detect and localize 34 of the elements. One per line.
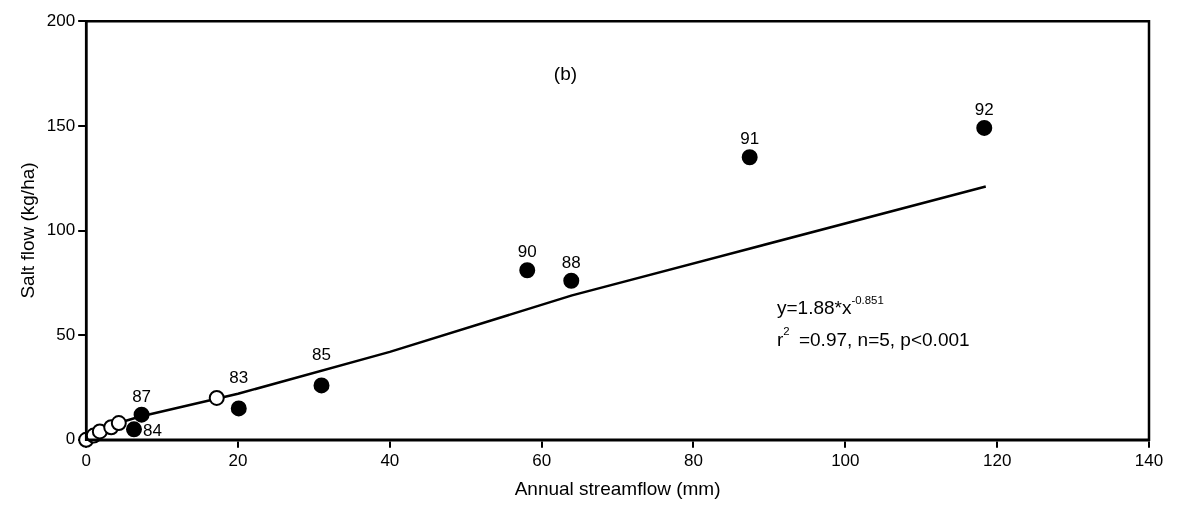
y-tick-label: 150 xyxy=(46,115,76,135)
y-tick-label: 50 xyxy=(56,324,76,344)
x-tick-label: 80 xyxy=(684,450,703,470)
x-tick-label: 140 xyxy=(1134,450,1164,470)
point xyxy=(133,406,150,423)
x-tick-label: 120 xyxy=(982,450,1012,470)
point xyxy=(563,272,580,289)
point xyxy=(208,389,225,406)
y-axis-title: Salt flow (kg/ha) xyxy=(16,162,38,299)
point xyxy=(519,262,536,279)
point xyxy=(110,415,127,432)
x-tick-label: 100 xyxy=(831,450,860,470)
annotation: 91 xyxy=(740,129,760,149)
y-tick-label: 0 xyxy=(65,429,76,449)
point xyxy=(125,421,142,438)
x-tick-label: 40 xyxy=(380,450,400,470)
annotation: 83 xyxy=(229,367,249,387)
point xyxy=(313,377,330,394)
point xyxy=(741,149,758,166)
annotation: (b) xyxy=(553,62,578,84)
y-tick-label: 100 xyxy=(46,220,76,240)
x-tick-label: 60 xyxy=(532,450,552,470)
point xyxy=(976,119,993,136)
annotation: 90 xyxy=(517,242,537,262)
x-tick-label: 0 xyxy=(81,450,91,470)
y-tick-label: 200 xyxy=(46,10,76,30)
annotation: 92 xyxy=(974,100,994,120)
x-axis-title: Annual streamflow (mm) xyxy=(514,477,721,499)
point xyxy=(230,400,247,417)
annotation: 84 xyxy=(142,420,162,440)
annotation: 87 xyxy=(132,386,152,406)
x-tick-label: 20 xyxy=(228,450,248,470)
annotation: 88 xyxy=(561,252,581,272)
annotation: 85 xyxy=(312,344,331,364)
